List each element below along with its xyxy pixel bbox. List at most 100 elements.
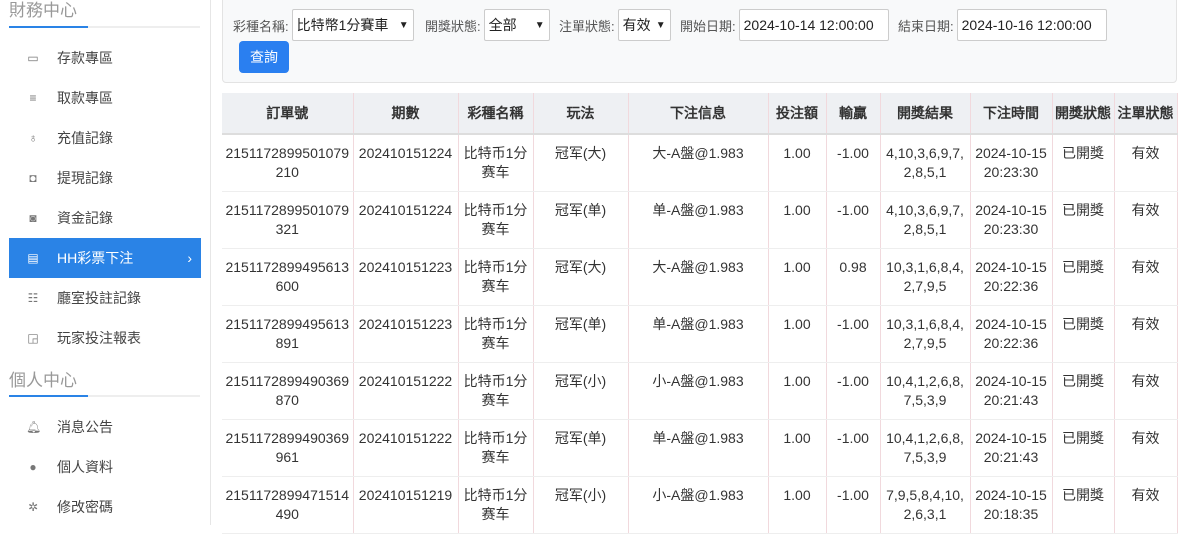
sidebar-item[interactable]: ☷ 廳室投註記錄: [9, 278, 201, 318]
table-cell: 2151172899495613600: [222, 248, 354, 306]
table-row: 2151172899495613891 202410151223 比特币1分赛车 冠军…: [222, 305, 1178, 363]
table-cell: 已開獎: [1052, 248, 1115, 306]
card-icon: ▭: [27, 51, 39, 65]
table-cell: 已開獎: [1052, 134, 1115, 192]
sidebar-item-label: 充值記錄: [57, 130, 113, 146]
table-cell: 2151172899490369870: [222, 362, 354, 420]
chevron-down-icon: ▼: [398, 19, 409, 31]
table-cell: 1.00: [768, 419, 827, 477]
table-cell: 有效: [1114, 419, 1178, 477]
sidebar-item[interactable]: ✲ 修改密碼: [9, 487, 201, 527]
table-cell: 2151172899495613891: [222, 305, 354, 363]
table-cell: 1.00: [768, 476, 827, 534]
chart-icon: ◲: [27, 331, 39, 345]
table-cell: 2024-10-15 20:23:30: [970, 134, 1053, 192]
table-cell: 有效: [1114, 191, 1178, 249]
draw-status-label: 開獎狀態:: [425, 18, 481, 34]
table-cell: 1.00: [768, 305, 827, 363]
table-cell: 比特币1分赛车: [458, 134, 534, 192]
table-cell: -1.00: [826, 419, 881, 477]
table-cell: 1.00: [768, 248, 827, 306]
table-cell: 10,4,1,2,6,8,7,5,3,9: [880, 419, 971, 477]
table-cell: 已開獎: [1052, 476, 1115, 534]
table-cell: 比特币1分赛车: [458, 419, 534, 477]
sidebar-item-label: HH彩票下注: [57, 250, 134, 266]
table-cell: 10,4,1,2,6,8,7,5,3,9: [880, 362, 971, 420]
sidebar: 財務中心 ▭ 存款專區 ≡ 取款專區 ♁ 充值記錄 ◘ 提現記錄 ◙ 資金記錄 ▤ HH彩票下注 › ☷ 廳…: [0, 0, 211, 525]
table-cell: 已開獎: [1052, 305, 1115, 363]
table-cell: 单-A盤@1.983: [628, 191, 769, 249]
table-cell: 2151172899471514490: [222, 476, 354, 534]
bet-status-select[interactable]: 有效 ▼: [617, 9, 671, 41]
column-header[interactable]: 彩種名稱: [458, 93, 534, 135]
table-cell: 1.00: [768, 191, 827, 249]
table-cell: 2024-10-15 20:21:43: [970, 362, 1053, 420]
end-date-value: 2024-10-16 12:00:00: [961, 17, 1092, 33]
table-cell: 已開獎: [1052, 419, 1115, 477]
column-header[interactable]: 輸贏: [826, 93, 881, 135]
divider: [9, 26, 200, 28]
sidebar-item-label: 資金記錄: [57, 210, 113, 226]
table-row: 2151172899471514490 202410151219 比特币1分赛车 冠军…: [222, 476, 1178, 534]
start-date-input[interactable]: 2024-10-14 12:00:00: [738, 9, 889, 41]
table-cell: -1.00: [826, 191, 881, 249]
table-cell: 202410151223: [353, 248, 459, 306]
table-cell: -1.00: [826, 134, 881, 192]
sidebar-item[interactable]: ● 個人資料: [9, 447, 201, 487]
personal-center-title: 個人中心: [9, 371, 77, 390]
lottery-label: 彩種名稱:: [233, 18, 289, 34]
column-header[interactable]: 投注額: [768, 93, 827, 135]
sidebar-item[interactable]: ▤ HH彩票下注 ›: [9, 238, 201, 278]
table-cell: 比特币1分赛车: [458, 362, 534, 420]
lottery-select[interactable]: 比特幣1分賽車 ▼: [291, 9, 414, 41]
hand-money-icon: ≡: [29, 91, 37, 105]
draw-status-value: 全部: [488, 17, 517, 33]
table-cell: 比特币1分赛车: [458, 191, 534, 249]
draw-status-select[interactable]: 全部 ▼: [483, 9, 550, 41]
table-cell: 2024-10-15 20:22:36: [970, 305, 1053, 363]
table-cell: 2024-10-15 20:22:36: [970, 248, 1053, 306]
sidebar-item[interactable]: 🔔︎ 消息公告: [9, 407, 201, 447]
sidebar-item-label: 玩家投注報表: [57, 330, 141, 346]
divider: [9, 395, 200, 397]
end-date-input[interactable]: 2024-10-16 12:00:00: [956, 9, 1107, 41]
table-cell: 已開獎: [1052, 191, 1115, 249]
table-cell: 大-A盤@1.983: [628, 248, 769, 306]
column-header[interactable]: 玩法: [533, 93, 629, 135]
sidebar-item[interactable]: ◘ 提現記錄: [9, 158, 201, 198]
sidebar-item[interactable]: ◲ 玩家投注報表: [9, 318, 201, 358]
table-row: 2151172899495613600 202410151223 比特币1分赛车 冠军…: [222, 248, 1178, 306]
table-cell: 大-A盤@1.983: [628, 134, 769, 192]
table-cell: 1.00: [768, 134, 827, 192]
column-header[interactable]: 開獎結果: [880, 93, 971, 135]
column-header[interactable]: 注單狀態: [1114, 93, 1178, 135]
gear-icon: ✲: [27, 500, 39, 514]
table-cell: 冠军(小): [533, 362, 629, 420]
sidebar-item[interactable]: ◙ 資金記錄: [9, 198, 201, 238]
sidebar-item[interactable]: ▭ 存款專區: [9, 38, 201, 78]
sidebar-item-label: 個人資料: [57, 459, 113, 475]
column-header[interactable]: 訂單號: [222, 93, 354, 135]
query-button[interactable]: 查詢: [239, 41, 289, 73]
sidebar-item-label: 存款專區: [57, 50, 113, 66]
table-cell: 比特币1分赛车: [458, 305, 534, 363]
sidebar-item[interactable]: ♁ 充值記錄: [9, 118, 201, 158]
sidebar-item[interactable]: ≡ 取款專區: [9, 78, 201, 118]
table-cell: 有效: [1114, 476, 1178, 534]
table-header-row: 訂單號 期數 彩種名稱 玩法 下注信息 投注額 輸贏 開獎結果 下注時間 開獎狀態 注單狀態: [222, 93, 1178, 135]
table-cell: 4,10,3,6,9,7,2,8,5,1: [880, 191, 971, 249]
column-header[interactable]: 下注信息: [628, 93, 769, 135]
table-row: 2151172899490369870 202410151222 比特币1分赛车 冠军…: [222, 362, 1178, 420]
bullet-list-icon: ☷: [27, 291, 39, 305]
column-header[interactable]: 開獎狀態: [1052, 93, 1115, 135]
table-cell: 冠军(小): [533, 476, 629, 534]
table-cell: 202410151222: [353, 419, 459, 477]
table-cell: 冠军(大): [533, 248, 629, 306]
table-cell: 202410151222: [353, 362, 459, 420]
column-header[interactable]: 期數: [353, 93, 459, 135]
wallet-icon: ◘: [29, 171, 37, 185]
table-cell: 10,3,1,6,8,4,2,7,9,5: [880, 305, 971, 363]
column-header[interactable]: 下注時間: [970, 93, 1053, 135]
table-cell: 冠军(单): [533, 419, 629, 477]
bet-status-label: 注單狀態:: [559, 18, 615, 34]
